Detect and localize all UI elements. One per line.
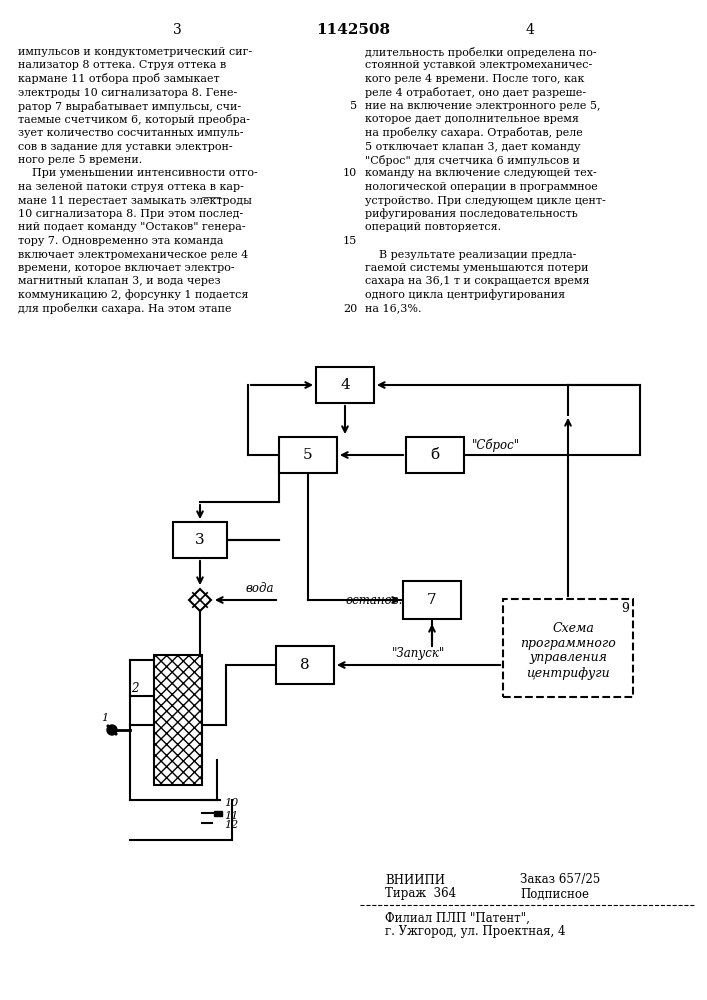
Text: 10: 10 [343,168,357,178]
Text: 2: 2 [132,682,139,694]
Text: электроды 10 сигнализатора 8. Гене-: электроды 10 сигнализатора 8. Гене- [18,88,238,98]
Text: управления: управления [529,652,607,664]
Text: которое дает дополнительное время: которое дает дополнительное время [365,114,579,124]
Text: "Сброс" для счетчика 6 импульсов и: "Сброс" для счетчика 6 импульсов и [365,154,580,165]
Circle shape [107,725,117,735]
Text: 4: 4 [340,378,350,392]
Text: тору 7. Одновременно эта команда: тору 7. Одновременно эта команда [18,236,223,246]
Text: Схема: Схема [552,621,594,635]
Text: Филиал ПЛП "Патент",: Филиал ПЛП "Патент", [385,912,530,924]
Text: центрифуги: центрифуги [526,666,610,680]
Text: длительность пробелки определена по-: длительность пробелки определена по- [365,46,597,57]
Text: 4: 4 [525,23,534,37]
Text: времени, которое включает электро-: времени, которое включает электро- [18,263,235,273]
Text: гаемой системы уменьшаются потери: гаемой системы уменьшаются потери [365,263,588,273]
Text: на 16,3%.: на 16,3%. [365,304,421,314]
Text: При уменьшении интенсивности отго-: При уменьшении интенсивности отго- [18,168,258,178]
Text: команду на включение следующей тех-: команду на включение следующей тех- [365,168,597,178]
Bar [276,646,334,684]
Text: 10 сигнализатора 8. При этом послед-: 10 сигнализатора 8. При этом послед- [18,209,243,219]
Text: на зеленой патоки струя оттека в кар-: на зеленой патоки струя оттека в кар- [18,182,244,192]
Text: ний подает команду "Остаков" генера-: ний подает команду "Остаков" генера- [18,223,245,232]
Text: 7: 7 [427,593,437,607]
Text: ного реле 5 времени.: ного реле 5 времени. [18,155,142,165]
Text: зует количество сосчитанных импуль-: зует количество сосчитанных импуль- [18,128,243,138]
Text: 1142508: 1142508 [316,23,390,37]
Text: кого реле 4 времени. После того, как: кого реле 4 времени. После того, как [365,74,585,84]
Text: стоянной уставкой электромеханичес-: стоянной уставкой электромеханичес- [365,60,592,70]
Text: программного: программного [520,637,616,650]
Bar [173,522,227,558]
Text: "Запуск": "Запуск" [392,647,445,660]
Text: 5: 5 [350,101,357,111]
Text: ВНИИПИ: ВНИИПИ [385,874,445,886]
Bar [214,811,222,816]
Text: ратор 7 вырабатывает импульсы, счи-: ратор 7 вырабатывает импульсы, счи- [18,101,241,111]
Text: импульсов и кондуктометрический сиг-: импульсов и кондуктометрический сиг- [18,47,252,57]
Text: 5 отключает клапан 3, дает команду: 5 отключает клапан 3, дает команду [365,141,580,151]
Bar [503,599,633,697]
Text: В результате реализации предла-: В результате реализации предла- [365,249,576,259]
Text: для пробелки сахара. На этом этапе: для пробелки сахара. На этом этапе [18,303,231,314]
Bar [406,437,464,473]
Text: операций повторяется.: операций повторяется. [365,223,501,232]
Text: кармане 11 отбора проб замыкает: кармане 11 отбора проб замыкает [18,74,220,85]
Text: б: б [431,448,440,462]
Text: 1: 1 [101,713,109,723]
Text: на пробелку сахара. Отработав, реле: на пробелку сахара. Отработав, реле [365,127,583,138]
Text: включает электромеханическое реле 4: включает электромеханическое реле 4 [18,249,248,259]
Text: ние на включение электронного реле 5,: ние на включение электронного реле 5, [365,101,600,111]
Bar [403,581,461,619]
Text: сов в задание для уставки электрон-: сов в задание для уставки электрон- [18,141,233,151]
Text: Заказ 657/25: Заказ 657/25 [520,874,600,886]
Text: мане 11 перестает замыкать электроды: мане 11 перестает замыкать электроды [18,196,252,206]
Bar [316,367,374,403]
Text: 12: 12 [224,820,238,830]
Text: останов.: останов. [345,593,402,606]
Bar [154,655,202,785]
Text: коммуникацию 2, форсунку 1 подается: коммуникацию 2, форсунку 1 подается [18,290,248,300]
Bar [279,437,337,473]
Text: 10: 10 [224,798,238,808]
Text: Подписное: Подписное [520,888,589,900]
Text: 15: 15 [343,236,357,246]
Text: одного цикла центрифугирования: одного цикла центрифугирования [365,290,565,300]
Text: сахара на 36,1 т и сокращается время: сахара на 36,1 т и сокращается время [365,276,590,286]
Text: 9: 9 [621,602,629,615]
Text: нологической операции в программное: нологической операции в программное [365,182,597,192]
Text: г. Ужгород, ул. Проектная, 4: г. Ужгород, ул. Проектная, 4 [385,926,566,938]
Text: 5: 5 [303,448,312,462]
Text: 3: 3 [173,23,182,37]
Text: 20: 20 [343,304,357,314]
Text: 11: 11 [224,811,238,821]
Text: нализатор 8 оттека. Струя оттека в: нализатор 8 оттека. Струя оттека в [18,60,226,70]
Text: рифугирования последовательность: рифугирования последовательность [365,209,578,219]
Text: вода: вода [246,582,274,594]
Text: 3: 3 [195,533,205,547]
Text: реле 4 отработает, оно дает разреше-: реле 4 отработает, оно дает разреше- [365,87,586,98]
Text: устройство. При следующем цикле цент-: устройство. При следующем цикле цент- [365,196,606,206]
Text: таемые счетчиком 6, который преобра-: таемые счетчиком 6, который преобра- [18,114,250,125]
Text: Тираж  364: Тираж 364 [385,888,456,900]
Text: магнитный клапан 3, и вода через: магнитный клапан 3, и вода через [18,276,221,286]
Text: 8: 8 [300,658,310,672]
Text: "Сброс": "Сброс" [472,438,520,452]
